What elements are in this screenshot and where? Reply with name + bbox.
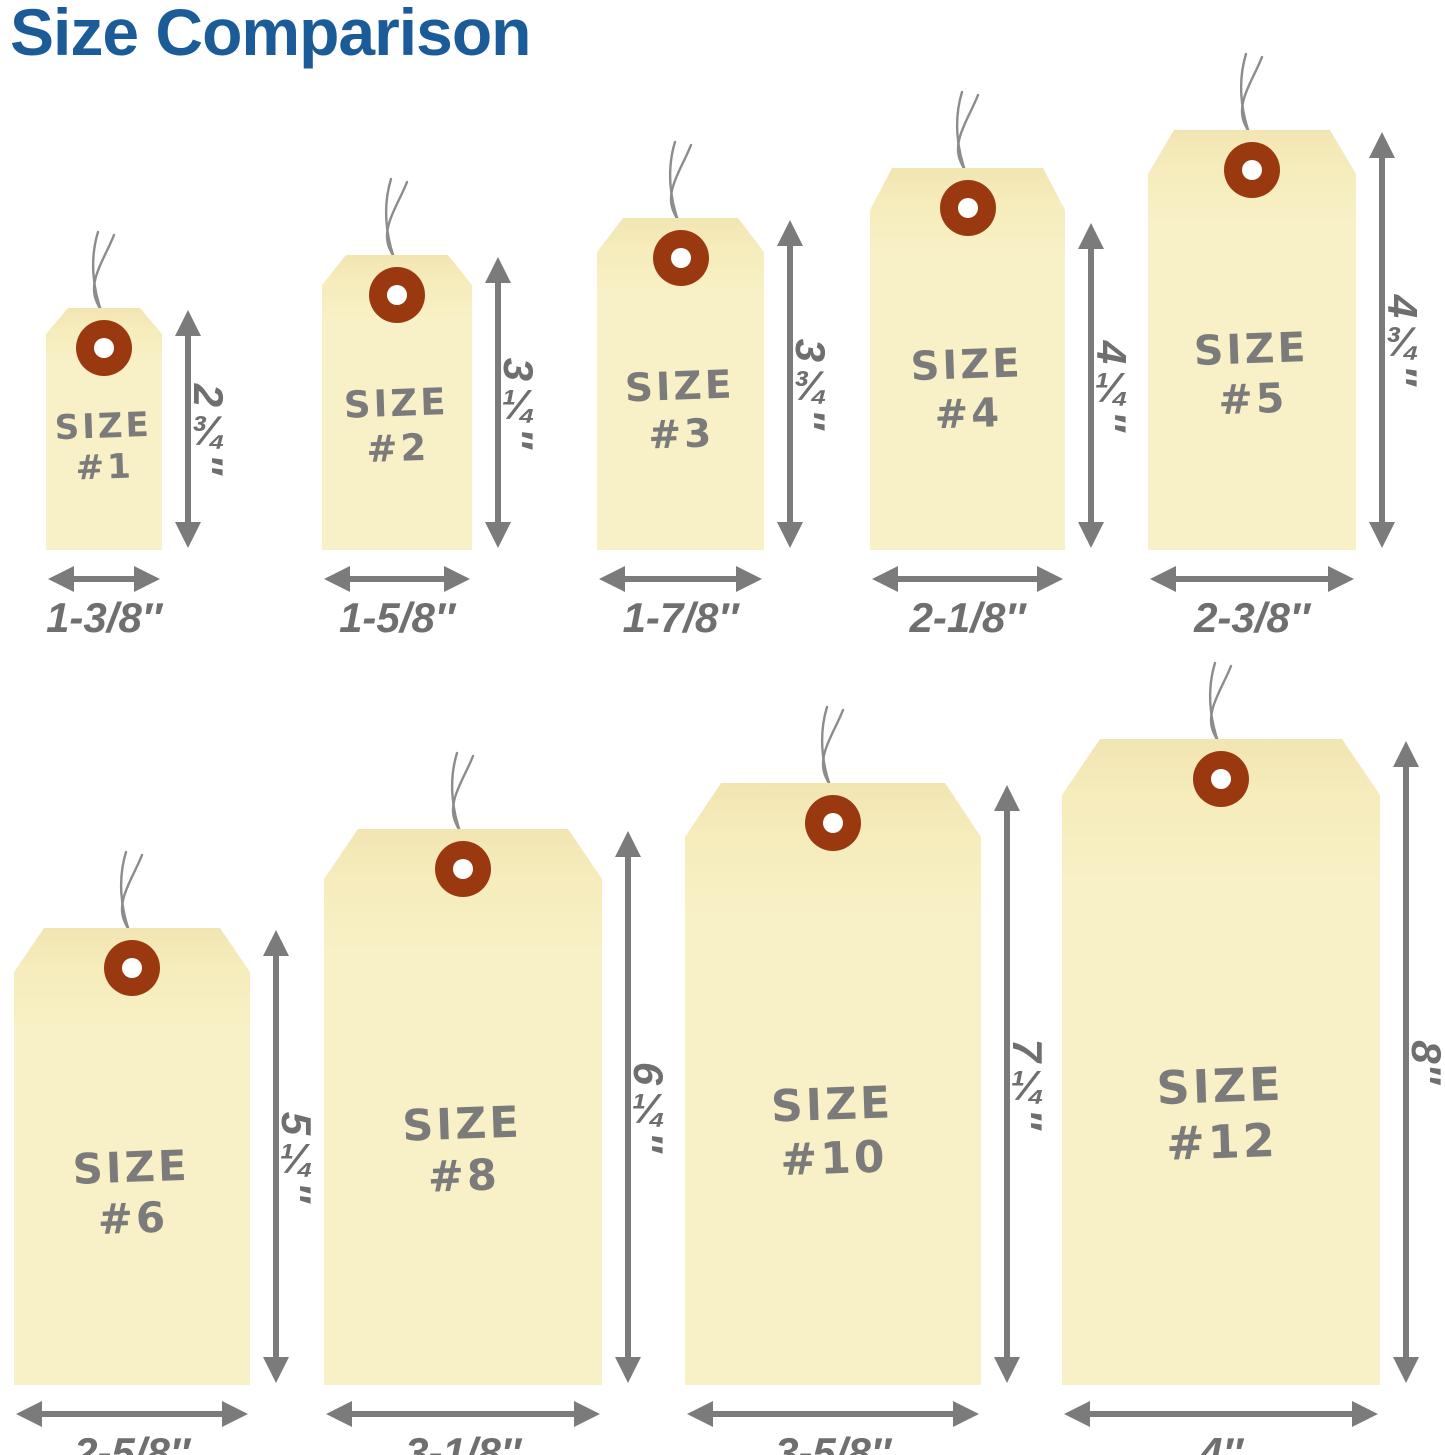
height-arrow <box>993 785 1021 1383</box>
tag-size-label: SIZE #12 <box>1060 1052 1382 1175</box>
size-number: #4 <box>933 389 1003 438</box>
tag-size-label: SIZE #10 <box>683 1073 983 1191</box>
size-number: #10 <box>779 1131 889 1186</box>
eyelet <box>104 940 160 996</box>
tag-unit-4: SIZE #4 4¼″ 2-1/8″ <box>868 168 1135 641</box>
tag-unit-12: SIZE #12 8″ 4″ <box>1060 739 1445 1455</box>
tag-body <box>685 783 981 1385</box>
tag-body <box>1062 739 1380 1385</box>
tag-body <box>1148 130 1356 550</box>
size-number: #2 <box>365 425 430 472</box>
height-arrow <box>1392 741 1420 1383</box>
tag-size-label: SIZE #5 <box>1146 320 1357 427</box>
height-arrow <box>614 831 642 1383</box>
height-label: 7¼″ <box>1004 1038 1051 1130</box>
size-number: #8 <box>427 1151 501 1204</box>
width-label: 1-3/8″ <box>46 594 162 641</box>
width-arrow <box>1150 566 1354 592</box>
tag-size-label: SIZE #3 <box>595 360 765 461</box>
tag-size-label: SIZE #8 <box>322 1094 603 1209</box>
width-label: 3-1/8″ <box>405 1429 521 1455</box>
size-word: SIZE <box>1193 322 1310 375</box>
width-arrow <box>16 1401 248 1427</box>
width-arrow <box>872 566 1063 592</box>
size-number: #3 <box>647 410 715 458</box>
eyelet <box>1193 751 1249 807</box>
size-word: SIZE <box>909 339 1024 390</box>
tag-size-label: SIZE #6 <box>12 1138 251 1249</box>
height-arrow <box>484 257 512 548</box>
eyelet-hole-icon <box>1242 160 1262 180</box>
size-word: SIZE <box>71 1140 191 1194</box>
height-label: 4¾″ <box>1379 294 1426 386</box>
tag-body <box>324 829 602 1385</box>
width-arrow <box>324 566 470 592</box>
eyelet-hole-icon <box>453 859 473 879</box>
eyelet <box>1224 142 1280 198</box>
width-arrow <box>599 566 762 592</box>
tag-size-label: SIZE #4 <box>868 337 1066 441</box>
width-label: 4″ <box>1199 1429 1243 1455</box>
height-label: 3¼″ <box>495 357 542 448</box>
tag-unit-5: SIZE #5 4¾″ 2-3/8″ <box>1146 130 1426 641</box>
width-label: 1-5/8″ <box>339 594 455 641</box>
eyelet <box>76 320 132 376</box>
height-label: 8″ <box>1403 1040 1445 1084</box>
width-arrow <box>48 566 160 592</box>
height-arrow <box>174 310 202 548</box>
size-word: SIZE <box>54 405 153 449</box>
height-label: 6¼″ <box>625 1061 672 1153</box>
width-label: 1-7/8″ <box>622 594 739 641</box>
width-label: 3-5/8″ <box>775 1429 891 1455</box>
eyelet-hole-icon <box>122 958 142 978</box>
eyelet <box>369 267 425 323</box>
size-number: #12 <box>1165 1112 1279 1171</box>
size-number: #5 <box>1217 373 1289 424</box>
tag-unit-8: SIZE #8 6¼″ 3-1/8″ <box>322 829 672 1455</box>
height-label: 5¼″ <box>273 1111 320 1202</box>
tag-unit-6: SIZE #6 5¼″ 2-5/8″ <box>12 928 320 1455</box>
width-arrow <box>687 1401 979 1427</box>
size-number: #6 <box>96 1192 169 1245</box>
size-word: SIZE <box>624 362 736 411</box>
tag-unit-3: SIZE #3 3¾″ 1-7/8″ <box>595 218 834 641</box>
height-arrow <box>776 220 804 548</box>
eyelet <box>652 230 709 286</box>
eyelet <box>939 180 996 236</box>
width-arrow <box>1064 1401 1378 1427</box>
height-arrow <box>1077 223 1105 548</box>
eyelet-hole-icon <box>957 198 978 218</box>
page-title: Size Comparison <box>10 0 531 69</box>
height-label: 4¼″ <box>1088 340 1135 432</box>
eyelet-hole-icon <box>823 813 843 833</box>
size-number: #1 <box>74 447 135 490</box>
size-word: SIZE <box>343 380 450 427</box>
eyelet-hole-icon <box>670 248 691 268</box>
tag-unit-10: SIZE #10 7¼″ 3-5/8″ <box>683 783 1051 1455</box>
eyelet-hole-icon <box>94 338 114 358</box>
tag-unit-1: SIZE #1 2¾″ 1-3/8″ <box>45 308 232 641</box>
height-arrow <box>262 930 290 1383</box>
width-label: 2-1/8″ <box>909 594 1026 641</box>
width-label: 2-5/8″ <box>74 1429 190 1455</box>
height-label: 3¾″ <box>787 338 834 430</box>
tag-body <box>14 928 250 1385</box>
tag-unit-2: SIZE #2 3¼″ 1-5/8″ <box>320 255 542 641</box>
width-label: 2-3/8″ <box>1194 594 1310 641</box>
tag-size-label: SIZE #2 <box>320 378 473 473</box>
eyelet <box>435 841 491 897</box>
width-arrow <box>326 1401 600 1427</box>
height-label: 2¾″ <box>185 383 232 475</box>
height-arrow <box>1368 132 1396 548</box>
eyelet-hole-icon <box>1211 769 1231 789</box>
eyelet <box>805 795 861 851</box>
tag-size-label: SIZE #1 <box>45 405 164 492</box>
eyelet-hole-icon <box>387 285 407 305</box>
